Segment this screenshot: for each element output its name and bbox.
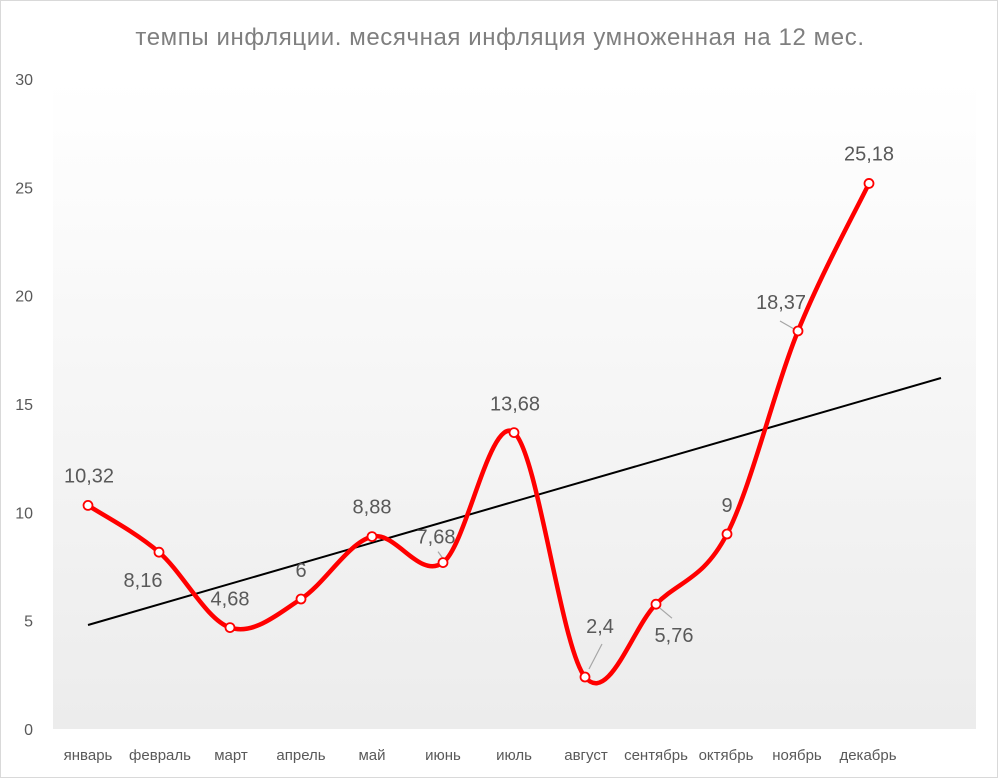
- x-tick-label: январь: [64, 747, 113, 764]
- data-point: [792, 325, 804, 337]
- data-label: 5,76: [655, 625, 694, 647]
- x-tick-label: сентябрь: [624, 747, 688, 764]
- label-leader-line: [588, 643, 603, 670]
- data-labels-group: 10,32 8,16 4,68 6 8,88 7,68 13,68 2,4 5,76 9 18,37…: [64, 143, 894, 647]
- trendline-group: [87, 377, 942, 626]
- data-point: [650, 598, 662, 610]
- trendline: [87, 377, 942, 626]
- data-label: 2,4: [586, 616, 614, 638]
- data-point: [366, 531, 378, 542]
- x-tick-label: июнь: [425, 747, 461, 764]
- data-label: 18,37: [756, 292, 806, 314]
- data-label: 25,18: [844, 143, 894, 165]
- x-tick-label: ноябрь: [772, 747, 822, 764]
- label-leader-line: [659, 607, 673, 619]
- data-point: [721, 528, 733, 540]
- data-label: 8,16: [124, 570, 163, 592]
- y-tick-label: 10: [15, 505, 33, 522]
- x-tick-label: декабрь: [839, 747, 896, 764]
- data-point: [224, 622, 236, 633]
- data-label: 13,68: [490, 394, 540, 416]
- chart-title: темпы инфляции. месячная инфляция умноже…: [135, 24, 864, 51]
- markers-group: [82, 178, 875, 683]
- data-label: 10,32: [64, 465, 114, 487]
- x-tick-label: июль: [496, 747, 532, 764]
- y-tick-label: 30: [15, 72, 33, 89]
- y-tick-label: 25: [15, 180, 33, 197]
- y-axis: 0 5 10 15 20 25 30: [15, 72, 33, 739]
- data-point: [437, 557, 449, 568]
- x-tick-label: апрель: [276, 747, 325, 764]
- data-point: [579, 671, 591, 683]
- data-label: 9: [721, 495, 732, 517]
- data-label: 4,68: [211, 589, 250, 611]
- y-tick-label: 5: [24, 614, 33, 631]
- data-point: [508, 427, 520, 439]
- y-tick-label: 0: [24, 722, 33, 739]
- data-label: 6: [295, 560, 306, 582]
- x-tick-label: февраль: [129, 747, 191, 764]
- data-point: [153, 546, 165, 558]
- y-tick-label: 15: [15, 397, 33, 414]
- y-tick-label: 20: [15, 289, 33, 306]
- plot-area: [53, 79, 976, 729]
- data-point: [82, 499, 94, 511]
- x-tick-label: март: [214, 747, 248, 764]
- data-label: 7,68: [417, 527, 456, 549]
- x-tick-label: октябрь: [699, 747, 754, 764]
- label-leader-line: [779, 320, 795, 330]
- data-label: 8,88: [353, 497, 392, 519]
- x-tick-label: август: [564, 747, 608, 764]
- x-tick-label: май: [358, 747, 385, 764]
- data-point: [863, 178, 875, 189]
- data-point: [295, 593, 307, 605]
- x-axis: январь февраль март апрель май июнь июль август…: [64, 747, 897, 764]
